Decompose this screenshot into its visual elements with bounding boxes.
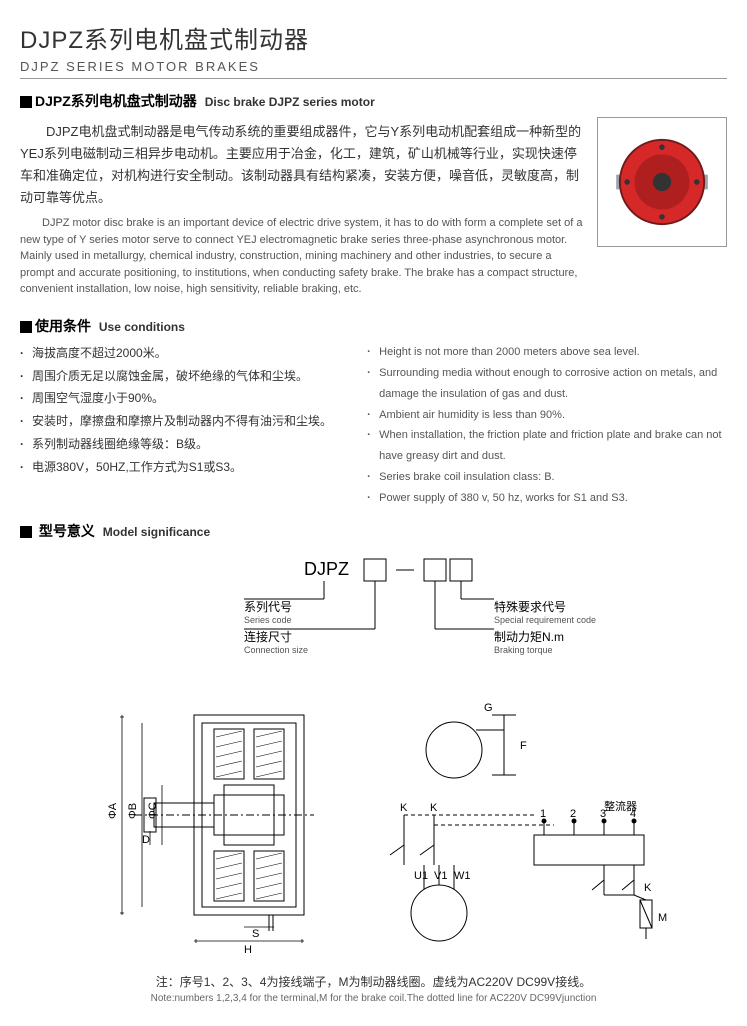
diagrams-row: ΦA ΦB ΦC D S H (20, 695, 727, 965)
cond-item: 周围介质无足以腐蚀金属，破坏绝缘的气体和尘埃。 (20, 365, 347, 388)
cond-item: 安装时，摩擦盘和摩擦片及制动器内不得有油污和尘埃。 (20, 410, 347, 433)
label-torque-cn: 制动力矩N.m (494, 630, 564, 644)
term-v1: V1 (434, 870, 447, 882)
bullet-icon (20, 96, 32, 108)
label-torque-en: Braking torque (494, 645, 553, 655)
intro-label-en: Disc brake DJPZ series motor (205, 95, 375, 109)
term-k2: K (430, 802, 438, 814)
label-spec-en: Special requirement code (494, 615, 596, 625)
term-m: M (658, 912, 667, 924)
section-intro-header: DJPZ系列电机盘式制动器 Disc brake DJPZ series mot… (20, 91, 727, 111)
footer-cn: 注：序号1、2、3、4为接线端子，M为制动器线圈。虚线为AC220V DC99V… (20, 973, 727, 991)
section-conditions-header: 使用条件 Use conditions (20, 316, 727, 336)
cond-item: 系列制动器线圈绝缘等级：B级。 (20, 433, 347, 456)
rectifier-label: 整流器 (604, 799, 637, 813)
intro-row: DJPZ电机盘式制动器是电气传动系统的重要组成器件，它与Y系列电动机配套组成一种… (20, 117, 727, 304)
model-significance-diagram: DJPZ 系列代号 Series code 连接尺寸 Connection si… (20, 551, 727, 681)
conditions-en: Height is not more than 2000 meters abov… (367, 342, 727, 509)
model-label-en: Model significance (103, 525, 210, 539)
intro-label-cn: DJPZ系列电机盘式制动器 (35, 93, 197, 109)
term-k1: K (400, 802, 408, 814)
dim-g: G (484, 702, 493, 714)
model-code-svg: DJPZ 系列代号 Series code 连接尺寸 Connection si… (124, 551, 624, 681)
intro-para-cn: DJPZ电机盘式制动器是电气传动系统的重要组成器件，它与Y系列电动机配套组成一种… (20, 121, 585, 209)
product-image (597, 117, 727, 247)
footer-note: 注：序号1、2、3、4为接线端子，M为制动器线圈。虚线为AC220V DC99V… (20, 973, 727, 1006)
section-model-header: 型号意义 Model significance (20, 521, 727, 541)
page-title-cn: DJPZ系列电机盘式制动器 (20, 20, 727, 55)
page-title-en: DJPZ SERIES MOTOR BRAKES (20, 59, 727, 79)
label-series-en: Series code (244, 615, 292, 625)
dim-h: H (244, 944, 252, 956)
bullet-icon (20, 321, 32, 333)
label-series-cn: 系列代号 (244, 600, 292, 614)
dim-b: ΦB (127, 803, 139, 819)
dim-f: F (520, 740, 527, 752)
bullet-icon (20, 526, 32, 538)
dim-s: S (252, 928, 259, 940)
label-spec-cn: 特殊要求代号 (494, 599, 566, 614)
cond-item: 电源380V，50HZ,工作方式为S1或S3。 (20, 456, 347, 479)
wiring-diagram: G F K K U1 V1 W1 1 2 3 4 K M 整流器 (384, 695, 674, 965)
model-label-cn: 型号意义 (39, 523, 95, 539)
cond-item: Series brake coil insulation class: B. (367, 467, 727, 488)
cond-item: Power supply of 380 v, 50 hz, works for … (367, 488, 727, 509)
term-k3: K (644, 882, 652, 894)
cond-label-en: Use conditions (99, 320, 185, 334)
term-2: 2 (570, 808, 576, 820)
label-conn-cn: 连接尺寸 (244, 629, 292, 644)
conditions-row: 海拔高度不超过2000米。 周围介质无足以腐蚀金属，破坏绝缘的气体和尘埃。 周围… (20, 342, 727, 509)
mechanical-diagram: ΦA ΦB ΦC D S H (74, 695, 354, 965)
dim-a: ΦA (107, 802, 119, 819)
label-conn-en: Connection size (244, 645, 308, 655)
cond-label-cn: 使用条件 (35, 318, 91, 334)
cond-item: Surrounding media without enough to corr… (367, 363, 727, 405)
dim-d: D (142, 834, 150, 846)
intro-para-en: DJPZ motor disc brake is an important de… (20, 215, 585, 298)
term-u1: U1 (414, 870, 428, 882)
conditions-cn: 海拔高度不超过2000米。 周围介质无足以腐蚀金属，破坏绝缘的气体和尘埃。 周围… (20, 342, 347, 509)
cond-item: When installation, the friction plate an… (367, 425, 727, 467)
term-w1: W1 (454, 870, 471, 882)
brake-icon (607, 127, 717, 237)
cond-item: 周围空气湿度小于90%。 (20, 387, 347, 410)
dim-c: ΦC (147, 802, 159, 819)
term-1: 1 (540, 808, 546, 820)
cond-item: 海拔高度不超过2000米。 (20, 342, 347, 365)
cond-item: Ambient air humidity is less than 90%. (367, 405, 727, 426)
model-code: DJPZ (304, 559, 349, 579)
cond-item: Height is not more than 2000 meters abov… (367, 342, 727, 363)
footer-en: Note:numbers 1,2,3,4 for the terminal,M … (20, 991, 727, 1006)
